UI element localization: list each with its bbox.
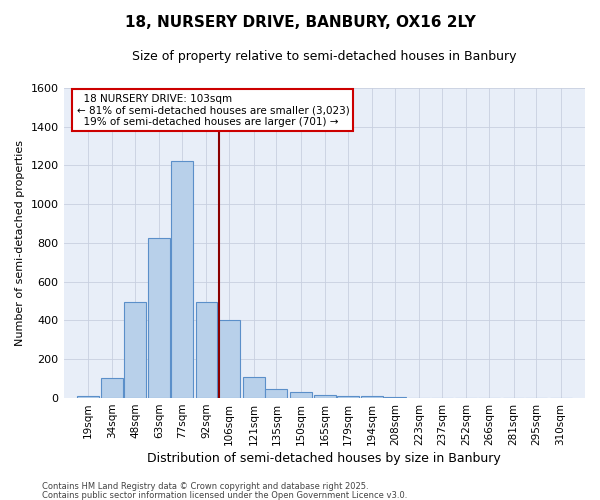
Bar [124,302,146,398]
Bar [171,162,193,398]
Bar [218,320,240,398]
Bar [148,238,170,398]
Bar [265,389,287,398]
Bar [101,378,123,398]
Title: Size of property relative to semi-detached houses in Banbury: Size of property relative to semi-detach… [132,50,517,63]
Bar [77,396,99,398]
Bar [314,395,336,398]
Bar [384,397,406,398]
Text: 18, NURSERY DRIVE, BANBURY, OX16 2LY: 18, NURSERY DRIVE, BANBURY, OX16 2LY [125,15,475,30]
Bar [196,302,217,398]
Bar [361,396,383,398]
Bar [337,396,359,398]
Y-axis label: Number of semi-detached properties: Number of semi-detached properties [15,140,25,346]
Bar [242,376,265,398]
Text: Contains public sector information licensed under the Open Government Licence v3: Contains public sector information licen… [42,490,407,500]
Text: 18 NURSERY DRIVE: 103sqm
← 81% of semi-detached houses are smaller (3,023)
  19%: 18 NURSERY DRIVE: 103sqm ← 81% of semi-d… [77,94,349,127]
X-axis label: Distribution of semi-detached houses by size in Banbury: Distribution of semi-detached houses by … [148,452,501,465]
Text: Contains HM Land Registry data © Crown copyright and database right 2025.: Contains HM Land Registry data © Crown c… [42,482,368,491]
Bar [290,392,311,398]
